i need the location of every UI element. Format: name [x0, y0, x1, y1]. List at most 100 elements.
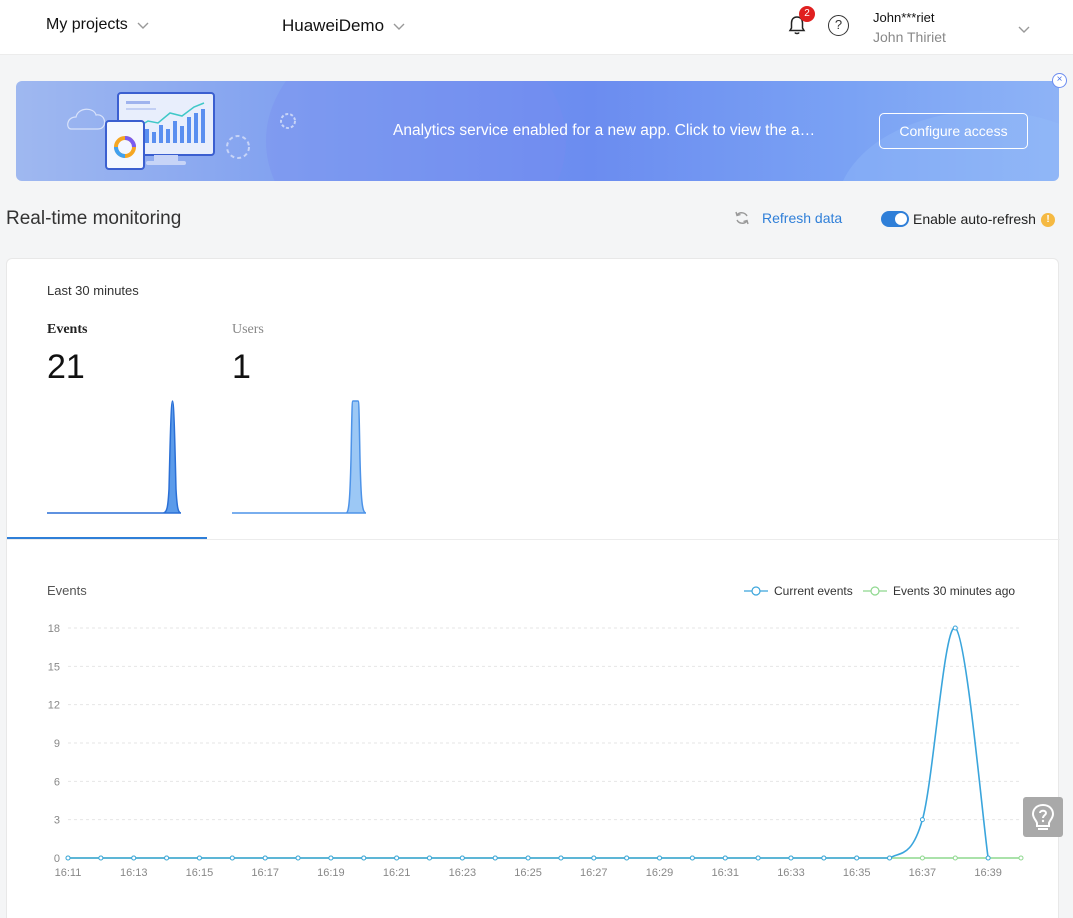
data-point: [1018, 855, 1024, 861]
metric-value: 21: [47, 348, 85, 386]
x-tick-label: 16:29: [646, 867, 674, 879]
configure-access-button[interactable]: Configure access: [879, 113, 1028, 149]
x-tick-label: 16:25: [514, 867, 542, 879]
users-sparkline: [232, 400, 367, 514]
refresh-data-label: Refresh data: [762, 210, 843, 226]
data-point: [755, 855, 761, 861]
data-point: [952, 855, 958, 861]
x-tick-label: 16:27: [580, 867, 608, 879]
banner-message[interactable]: Analytics service enabled for a new app.…: [393, 122, 816, 139]
data-point: [361, 855, 367, 861]
legend-marker-past: [863, 586, 887, 596]
metric-value: 1: [232, 348, 251, 386]
projects-label: My projects: [46, 16, 128, 33]
data-point: [525, 855, 531, 861]
data-point: [887, 855, 893, 861]
events-line-chart: 0 3 6 9 12 15 18 16:11 16:13 16:15 16:17 16:19 16:21…: [48, 623, 1024, 879]
auto-refresh-label: Enable auto-refresh: [913, 211, 1036, 227]
y-tick-label: 12: [48, 700, 60, 712]
data-point: [262, 855, 268, 861]
x-tick-label: 16:37: [909, 867, 937, 879]
x-tick-label: 16:31: [711, 867, 739, 879]
x-tick-label: 16:33: [777, 867, 805, 879]
data-point: [952, 625, 958, 631]
x-tick-label: 16:17: [251, 867, 279, 879]
chart-y-label: Events: [47, 583, 87, 598]
data-point: [722, 855, 728, 861]
data-point: [854, 855, 860, 861]
data-point: [394, 855, 400, 861]
help-icon[interactable]: ?: [828, 15, 849, 36]
x-tick-label: 16:19: [317, 867, 345, 879]
y-tick-label: 3: [54, 815, 60, 827]
data-point: [328, 855, 334, 861]
x-tick-label: 16:23: [449, 867, 477, 879]
projects-dropdown[interactable]: My projects: [46, 16, 150, 34]
selected-tab-indicator: [7, 537, 207, 539]
metric-label: Events: [47, 322, 88, 337]
app-dropdown[interactable]: HuaweiDemo: [282, 16, 406, 36]
data-point: [821, 855, 827, 861]
data-point: [919, 855, 925, 861]
y-tick-label: 18: [48, 623, 60, 635]
legend-item-past[interactable]: Events 30 minutes ago: [863, 584, 1015, 598]
help-fab-button[interactable]: [1023, 797, 1063, 837]
app-label: HuaweiDemo: [282, 16, 385, 35]
data-point: [492, 855, 498, 861]
user-menu[interactable]: John***riet John Thiriet: [873, 10, 946, 45]
legend-marker-current: [744, 586, 768, 596]
x-tick-label: 16:35: [843, 867, 871, 879]
monitoring-card: Last 30 minutes Events 21 Users 1 Events…: [6, 258, 1060, 918]
data-point: [229, 855, 235, 861]
events-sparkline: [47, 400, 182, 514]
legend-item-current[interactable]: Current events: [744, 584, 853, 598]
data-point: [657, 855, 663, 861]
x-tick-label: 16:39: [974, 867, 1002, 879]
period-label: Last 30 minutes: [47, 283, 139, 298]
page-title: Real-time monitoring: [6, 208, 182, 229]
y-tick-label: 0: [54, 853, 60, 865]
x-tick-label: 16:15: [186, 867, 214, 879]
y-tick-label: 6: [54, 776, 60, 788]
legend-label: Events 30 minutes ago: [893, 584, 1016, 598]
chevron-down-icon: [137, 22, 149, 29]
data-point: [295, 855, 301, 861]
x-tick-label: 16:13: [120, 867, 148, 879]
refresh-icon: [735, 211, 749, 225]
metric-label: Users: [232, 322, 264, 337]
chevron-down-icon: [393, 23, 405, 30]
chevron-down-icon[interactable]: [1017, 22, 1031, 36]
data-point: [131, 855, 137, 861]
data-point: [459, 855, 465, 861]
warning-icon[interactable]: !: [1041, 213, 1055, 227]
user-full-name: John Thiriet: [873, 29, 946, 45]
auto-refresh-toggle[interactable]: [881, 211, 909, 227]
top-bar: My projects HuaweiDemo 2 ? John***riet J…: [0, 0, 1073, 55]
dashboard-illustration-icon: [67, 92, 296, 170]
data-point: [788, 855, 794, 861]
x-tick-label: 16:11: [55, 867, 82, 879]
close-icon[interactable]: ×: [1052, 73, 1067, 88]
data-point: [65, 855, 71, 861]
y-tick-label: 9: [54, 738, 60, 750]
banner-decoration: [266, 81, 566, 181]
y-tick-label: 15: [48, 661, 60, 673]
data-point: [624, 855, 630, 861]
data-point: [591, 855, 597, 861]
data-point: [98, 855, 104, 861]
data-point: [919, 817, 925, 823]
lightbulb-icon: [1031, 803, 1055, 830]
data-point: [985, 855, 991, 861]
tab-divider: [7, 539, 1060, 540]
data-point: [196, 855, 202, 861]
analytics-banner[interactable]: Analytics service enabled for a new app.…: [16, 81, 1059, 181]
data-point: [689, 855, 695, 861]
data-point: [558, 855, 564, 861]
data-point: [164, 855, 170, 861]
refresh-data-button[interactable]: Refresh data: [734, 210, 842, 226]
notification-badge: 2: [799, 6, 815, 22]
legend-label: Current events: [774, 584, 853, 598]
user-masked-name: John***riet: [873, 10, 935, 25]
x-tick-label: 16:21: [383, 867, 411, 879]
data-point: [426, 855, 432, 861]
